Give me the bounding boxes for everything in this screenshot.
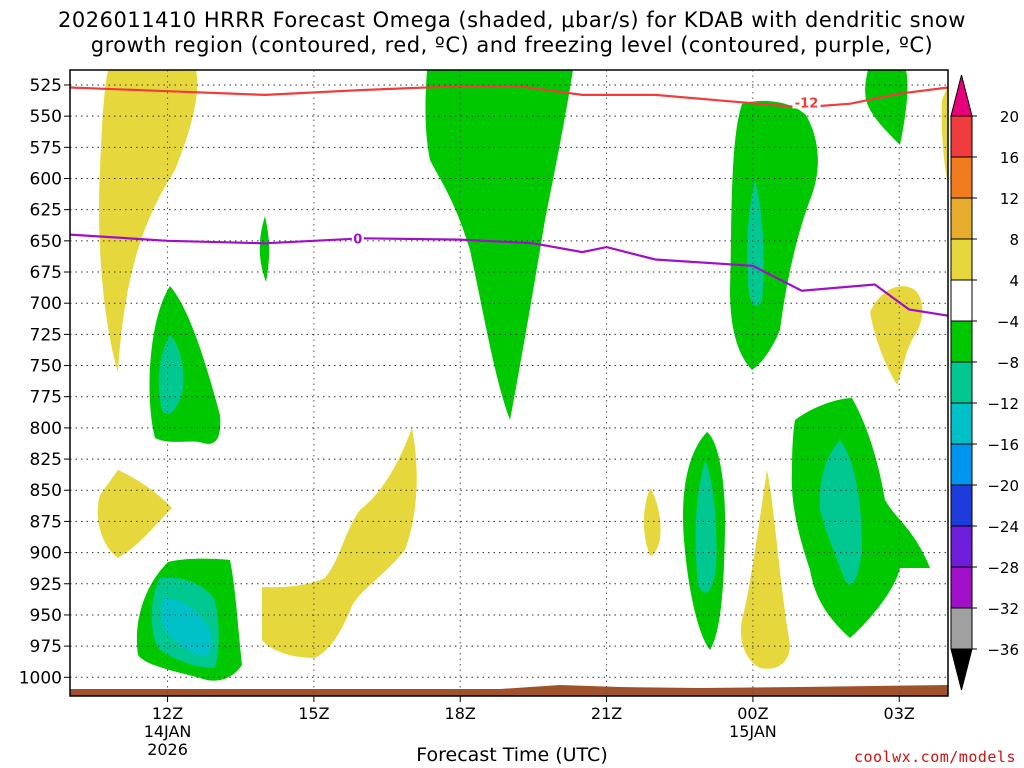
- pressure-tick-label: 1000: [19, 668, 62, 688]
- freezing-contour-label-bg: [351, 230, 364, 245]
- colorbar-swatch: [950, 525, 973, 568]
- colorbar-label: −16: [987, 436, 1019, 454]
- colorbar-swatch: [950, 197, 973, 240]
- colorbar-label: −24: [987, 518, 1019, 536]
- contour-lines: -12 0: [69, 85, 949, 317]
- chart-title: 2026011410 HRRR Forecast Omega (shaded, …: [0, 8, 1024, 58]
- colorbar-label: −32: [987, 600, 1019, 618]
- colorbar-label: −8: [997, 354, 1019, 372]
- chart-title-line-2: growth region (contoured, red, ºC) and f…: [90, 33, 934, 57]
- omega-region-negative: [425, 70, 573, 420]
- omega-region-positive: [870, 286, 923, 385]
- omega-region-positive: [941, 85, 948, 185]
- pressure-tick-label: 650: [30, 232, 62, 252]
- pressure-tick-label: 575: [30, 138, 62, 158]
- pressure-tick-label: 525: [30, 76, 62, 96]
- omega-region-positive: [643, 488, 661, 556]
- pressure-tick-label: 550: [30, 107, 62, 127]
- colorbar-label: −4: [997, 313, 1019, 331]
- colorbar-swatch: [950, 402, 973, 445]
- time-tick-label: 18Z: [445, 704, 476, 723]
- time-tick-label: 15Z: [298, 704, 329, 723]
- colorbar-label: −20: [987, 477, 1019, 495]
- colorbar-swatch: [950, 115, 973, 158]
- date-tick-label: 14JAN: [144, 722, 192, 741]
- pressure-tick-label: 700: [30, 294, 62, 314]
- colorbar-label: 16: [1000, 149, 1019, 167]
- colorbar-label: 12: [1000, 190, 1019, 208]
- plot-grid: [70, 70, 948, 696]
- omega-region-strong-negative: [819, 440, 862, 585]
- colorbar-swatch: [950, 320, 973, 363]
- pressure-tick-label: 875: [30, 512, 62, 532]
- colorbar-swatch: [950, 443, 973, 486]
- colorbar-label: −12: [987, 395, 1019, 413]
- dgz-contour-label-bg: [792, 93, 821, 109]
- pressure-tick-label: 975: [30, 637, 62, 657]
- pressure-tick-label: 725: [30, 325, 62, 345]
- colorbar-swatch: [950, 361, 973, 404]
- pressure-tick-label: 925: [30, 575, 62, 595]
- terrain-strip: [70, 685, 948, 696]
- pressure-tick-label: 900: [30, 544, 62, 564]
- colorbar-bottom-arrow: [950, 648, 973, 691]
- colorbar-label: 20: [1000, 108, 1019, 126]
- pressure-tick-label: 775: [30, 388, 62, 408]
- plot-frame: [69, 69, 949, 697]
- colorbar-swatch: [950, 279, 973, 322]
- freezing-contour-label: 0: [353, 232, 362, 247]
- time-tick-label: 21Z: [591, 704, 622, 723]
- pressure-tick-label: 825: [30, 450, 62, 470]
- omega-region-positive: [740, 470, 790, 669]
- omega-region-positive: [262, 428, 417, 658]
- chart-title-line-1: 2026011410 HRRR Forecast Omega (shaded, …: [58, 8, 966, 32]
- colorbar-swatch: [950, 566, 973, 609]
- time-tick-label: 12Z: [152, 704, 183, 723]
- omega-region-negative: [259, 216, 270, 282]
- year-tick-label: 2026: [147, 740, 188, 759]
- omega-region-strongest-negative: [161, 598, 212, 657]
- time-tick-label: 03Z: [884, 704, 915, 723]
- pressure-tick-label: 750: [30, 357, 62, 377]
- colorbar-label: −28: [987, 559, 1019, 577]
- omega-region-negative: [730, 100, 818, 370]
- omega-region-strong-negative: [747, 180, 764, 307]
- colorbar-label: −36: [987, 641, 1019, 659]
- x-axis-title: Forecast Time (UTC): [416, 744, 608, 766]
- pressure-tick-label: 950: [30, 606, 62, 626]
- omega-shading: [70, 70, 948, 696]
- pressure-tick-label: 675: [30, 263, 62, 283]
- colorbar-top-arrow: [950, 74, 973, 117]
- dgz-contour-label: -12: [795, 96, 819, 111]
- colorbar-swatch: [950, 156, 973, 199]
- pressure-tick-label: 625: [30, 201, 62, 221]
- omega-colorbar: 20 16 12 8 4 −4 −8 −12 −16 −20 −24 −28 −32 −36: [950, 74, 1019, 691]
- pressure-axis: 525 550 575 600 625 650 675 700 725 750 775 800 825 8…: [19, 76, 70, 688]
- date-tick-label: 15JAN: [729, 722, 777, 741]
- omega-region-strong-negative: [695, 460, 717, 593]
- omega-region-positive: [99, 70, 198, 372]
- colorbar-swatch: [950, 484, 973, 527]
- pressure-tick-label: 850: [30, 481, 62, 501]
- colorbar-swatch: [950, 607, 973, 650]
- colorbar-swatch: [950, 238, 973, 281]
- omega-region-strong-negative: [158, 335, 184, 415]
- omega-region-negative: [865, 70, 908, 145]
- colorbar-label: 8: [1009, 231, 1019, 249]
- watermark-link[interactable]: coolwx.com/models: [853, 748, 1016, 766]
- omega-region-positive: [97, 470, 172, 558]
- dgz-contour-line: [69, 85, 949, 109]
- colorbar-label: 4: [1009, 272, 1019, 290]
- time-tick-label: 00Z: [737, 704, 768, 723]
- pressure-tick-label: 800: [30, 419, 62, 439]
- pressure-tick-label: 600: [30, 169, 62, 189]
- freezing-level-contour-line: [69, 233, 949, 317]
